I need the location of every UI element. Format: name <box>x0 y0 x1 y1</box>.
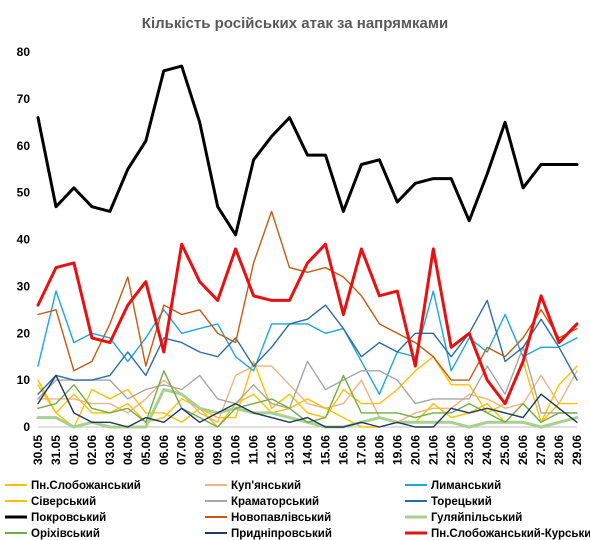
y-tick-label: 40 <box>17 233 31 247</box>
x-tick-label: 20.06 <box>408 435 422 465</box>
series-line <box>37 384 578 428</box>
y-tick-label: 80 <box>17 45 31 59</box>
x-tick-label: 27.06 <box>534 435 548 465</box>
x-tick-label: 11.06 <box>247 435 261 465</box>
x-tick-label: 09.06 <box>211 435 225 465</box>
series-line <box>37 299 578 395</box>
x-tick-label: 19.06 <box>390 435 404 465</box>
series-line <box>37 346 578 414</box>
x-tick-label: 21.06 <box>426 435 440 465</box>
legend-label: Пн.Слобожанський-Курський <box>431 528 590 540</box>
x-tick-label: 16.06 <box>336 435 350 465</box>
x-tick-label: 05.06 <box>139 435 153 465</box>
x-tick-label: 04.06 <box>121 435 135 465</box>
legend-label: Придніпровський <box>231 528 332 540</box>
x-tick-label: 10.06 <box>229 435 243 465</box>
series-line <box>37 290 578 395</box>
y-tick-label: 50 <box>17 186 31 200</box>
x-tick-label: 31.05 <box>49 435 63 465</box>
x-tick-label: 08.06 <box>193 435 207 465</box>
series-line <box>37 370 578 428</box>
legend-label: Гуляйпільський <box>431 512 522 524</box>
y-tick-label: 60 <box>17 139 31 153</box>
series-line <box>36 64 579 237</box>
x-tick-label: 24.06 <box>480 435 494 465</box>
series-line <box>37 365 578 423</box>
series-line <box>37 374 578 428</box>
legend-label: Сіверський <box>31 496 96 508</box>
x-tick-label: 15.06 <box>318 435 332 465</box>
chart-title: Кількість російських атак за напрямками <box>142 15 448 32</box>
x-tick-label: 02.06 <box>85 435 99 465</box>
series-line <box>37 210 578 381</box>
plot-area <box>36 64 579 429</box>
y-tick-label: 20 <box>17 326 31 340</box>
x-tick-label: 03.06 <box>103 435 117 465</box>
legend-label: Куп'янський <box>231 480 301 492</box>
legend-label: Новопавлівський <box>231 512 331 524</box>
y-tick-label: 0 <box>23 420 30 434</box>
x-tick-label: 30.05 <box>31 435 45 465</box>
x-tick-label: 13.06 <box>283 435 297 465</box>
x-tick-label: 18.06 <box>372 435 386 465</box>
legend-label: Лиманський <box>431 480 501 492</box>
y-axis: 0 10 20 30 40 50 60 70 80 <box>17 45 31 434</box>
x-tick-label: 23.06 <box>462 435 476 465</box>
x-tick-label: 06.06 <box>157 435 171 465</box>
x-tick-label: 17.06 <box>354 435 368 465</box>
legend-label: Пн.Слобожанський <box>31 480 141 492</box>
x-tick-label: 29.06 <box>570 435 584 465</box>
x-tick-label: 25.06 <box>498 435 512 465</box>
legend-label: Торецький <box>431 496 492 508</box>
legend-label: Оріхівський <box>31 528 100 540</box>
x-tick-label: 14.06 <box>301 435 315 465</box>
legend-label: Краматорський <box>231 496 319 508</box>
series-line <box>36 242 579 406</box>
y-tick-label: 70 <box>17 92 31 106</box>
legend: Пн.Слобожанський Куп'янський Лиманський Сів… <box>5 480 590 540</box>
x-tick-label: 12.06 <box>265 435 279 465</box>
y-tick-label: 30 <box>17 279 31 293</box>
x-axis: 30.05 31.05 01.06 02.06 03.06 04.06 05.06 06.06… <box>31 426 584 465</box>
y-tick-label: 10 <box>17 373 31 387</box>
legend-label: Покровський <box>31 512 106 524</box>
x-tick-label: 07.06 <box>175 435 189 465</box>
x-tick-label: 28.06 <box>552 435 566 465</box>
x-tick-label: 22.06 <box>444 435 458 465</box>
x-tick-label: 26.06 <box>516 435 530 465</box>
x-tick-label: 01.06 <box>67 435 81 465</box>
